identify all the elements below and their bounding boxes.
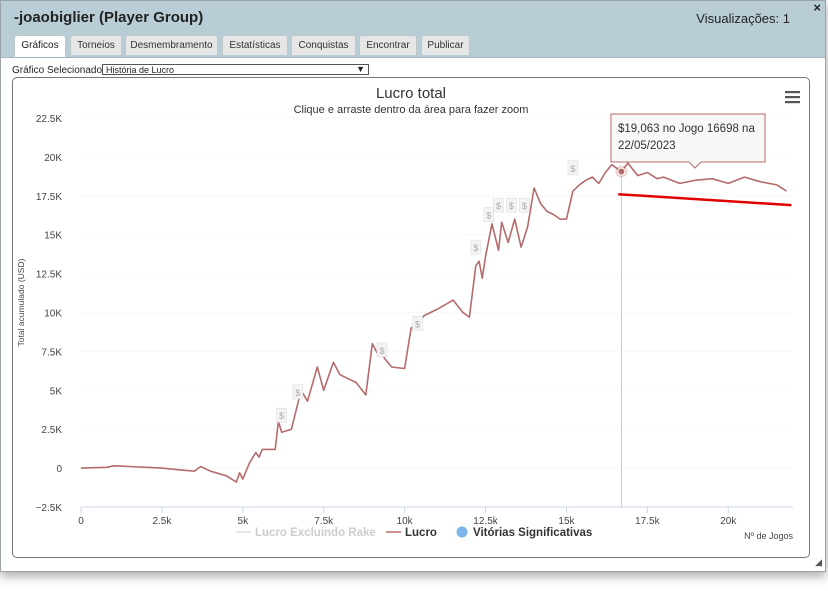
player-window: -joaobiglier (Player Group) Visualizaçõe… — [0, 0, 826, 572]
significant-win-flag — [567, 160, 579, 176]
tab-estatisticas[interactable]: Estatísticas — [222, 35, 288, 55]
y-tick-label: −2.5K — [36, 503, 63, 514]
y-axis-title: Total acumulado (USD) — [16, 258, 26, 346]
player-group-title: -joaobiglier (Player Group) — [14, 9, 204, 26]
y-tick-label: 0 — [56, 464, 62, 475]
close-icon[interactable]: × — [813, 0, 821, 15]
window-titlebar: -joaobiglier (Player Group) Visualizaçõe… — [1, 1, 825, 58]
resize-grip-icon[interactable]: ◢ — [815, 557, 822, 567]
tab-conquistas[interactable]: Conquistas — [291, 35, 356, 55]
x-axis-title: Nº de Jogos — [744, 531, 793, 541]
y-tick-label: 20K — [44, 153, 62, 164]
y-tick-label: 15K — [44, 231, 62, 242]
legend-wins-label: Vitórias Significativas — [473, 527, 592, 539]
significant-win-flag — [376, 342, 388, 358]
hamburger-menu-icon-bar — [785, 91, 800, 94]
profit-chart[interactable]: Lucro total Clique e arraste dentro da ár… — [13, 78, 809, 557]
x-tick-label: 0 — [78, 516, 84, 527]
series-lucro-line — [80, 162, 787, 483]
hamburger-menu-icon-bar — [785, 96, 800, 99]
chart-selector-label: Gráfico Selecionado: — [12, 65, 105, 76]
y-tick-label: 7.5K — [41, 347, 62, 358]
tab-graficos[interactable]: Gráficos — [14, 35, 66, 57]
legend-wins-symbol — [456, 526, 468, 538]
x-tick-label: 12.5k — [473, 516, 498, 527]
legend-rake-label: Lucro Excluindo Rake — [255, 527, 376, 539]
y-tick-label: 10K — [44, 309, 62, 320]
significant-win-flag-label: $ — [279, 411, 284, 421]
chevron-down-icon: ▼ — [356, 64, 365, 74]
y-tick-label: 12.5K — [36, 270, 62, 281]
legend-lucro-label: Lucro — [405, 527, 437, 539]
x-tick-label: 10k — [397, 516, 414, 527]
tooltip-box — [610, 113, 766, 169]
chart-title: Lucro total — [376, 85, 446, 102]
significant-win-flag-label: $ — [509, 201, 514, 211]
y-tick-label: 22.5K — [36, 114, 62, 125]
x-tick-label: 2.5k — [152, 516, 172, 527]
x-tick-label: 20k — [720, 516, 737, 527]
significant-win-flag-label: $ — [415, 319, 420, 329]
tab-publicar[interactable]: Publicar — [421, 35, 470, 55]
significant-win-flag — [506, 197, 517, 213]
chart-container[interactable]: Lucro total Clique e arraste dentro da ár… — [12, 77, 810, 558]
x-tick-label: 17.5k — [635, 516, 660, 527]
significant-win-flag-label: $ — [570, 164, 575, 174]
tooltip-line-1: $19,063 no Jogo 16698 na — [618, 123, 755, 135]
chart-select-dropdown[interactable]: História de Lucro ▼ — [102, 64, 369, 75]
significant-win-flag-label: $ — [486, 210, 491, 220]
significant-win-flag — [483, 207, 495, 222]
chart-select-value: História de Lucro — [106, 65, 175, 75]
y-tick-label: 5K — [50, 386, 63, 397]
y-tick-label: 2.5K — [41, 425, 62, 436]
views-counter: Visualizações: 1 — [696, 11, 790, 26]
significant-win-flag — [470, 239, 482, 255]
significant-win-flag-label: $ — [496, 201, 501, 211]
significant-win-flag — [519, 197, 530, 213]
tab-desmembramento[interactable]: Desmembramento — [125, 35, 218, 55]
tab-torneios[interactable]: Torneios — [70, 35, 122, 55]
tooltip-line-2: 22/05/2023 — [618, 140, 676, 152]
chart-subtitle: Clique e arraste dentro da área para faz… — [294, 104, 529, 116]
significant-win-flag-label: $ — [522, 201, 527, 211]
tab-encontrar[interactable]: Encontrar — [359, 35, 417, 55]
x-tick-label: 7.5k — [314, 516, 334, 527]
trend-line — [618, 192, 792, 207]
significant-win-flag-label: $ — [295, 388, 300, 398]
x-tick-label: 5k — [238, 516, 250, 527]
tooltip-marker-point — [617, 167, 626, 176]
significant-win-flag — [412, 316, 423, 331]
significant-win-flag — [276, 407, 287, 423]
significant-win-flag — [493, 197, 504, 213]
y-tick-label: 17.5K — [36, 192, 62, 203]
significant-win-flag — [292, 384, 304, 400]
significant-win-flag-label: $ — [473, 243, 478, 253]
significant-win-flag-label: $ — [379, 346, 384, 356]
hamburger-menu-icon-bar — [785, 101, 800, 104]
x-tick-label: 15k — [558, 516, 575, 527]
